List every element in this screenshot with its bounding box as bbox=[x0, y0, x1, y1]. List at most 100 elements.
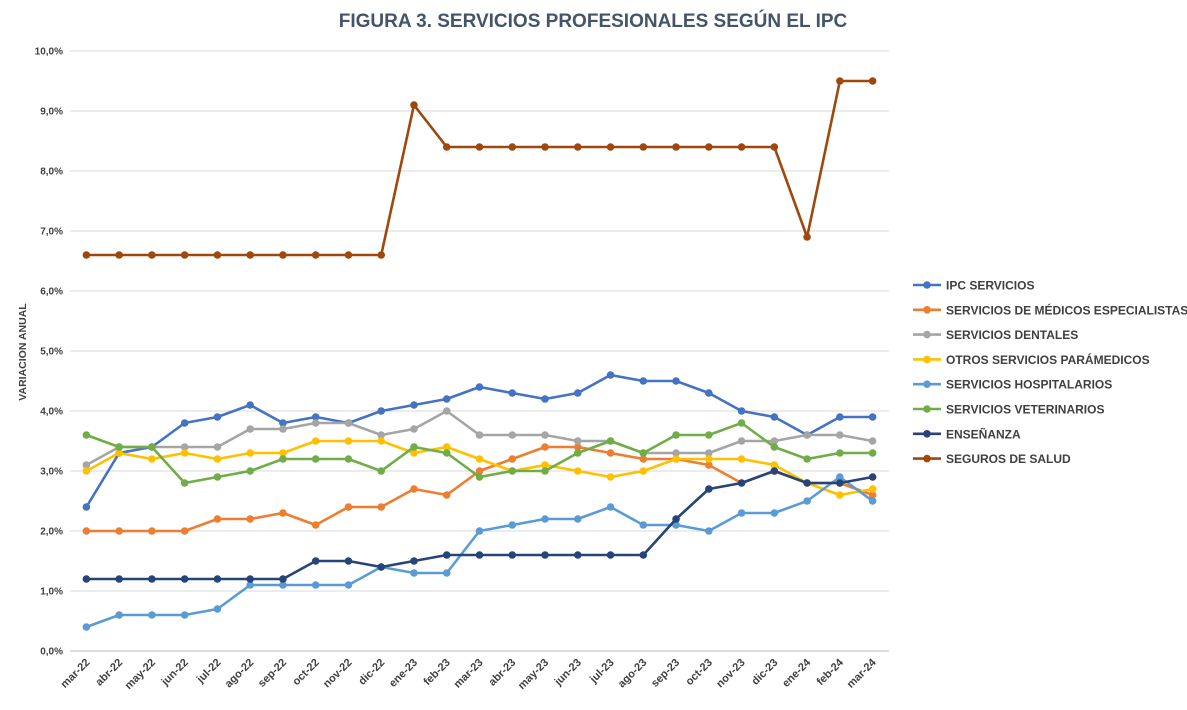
data-point bbox=[344, 419, 353, 427]
data-point bbox=[770, 443, 779, 451]
data-point bbox=[115, 449, 123, 457]
data-point bbox=[541, 515, 549, 523]
data-point bbox=[213, 575, 222, 583]
y-tick-label: 8,0% bbox=[40, 167, 63, 178]
data-point bbox=[868, 437, 877, 445]
data-point bbox=[573, 515, 582, 523]
legend-marker bbox=[923, 281, 931, 289]
data-point bbox=[82, 575, 91, 583]
data-point bbox=[639, 449, 648, 457]
y-tick-label: 3,0% bbox=[40, 467, 63, 478]
data-point bbox=[705, 389, 713, 397]
data-point bbox=[606, 437, 615, 445]
data-point bbox=[868, 77, 877, 85]
data-point bbox=[868, 497, 877, 505]
legend-marker bbox=[923, 405, 931, 413]
data-point bbox=[770, 461, 779, 469]
data-point bbox=[508, 521, 517, 529]
legend-marker bbox=[923, 355, 931, 364]
x-tick-label: ago-23 bbox=[616, 657, 650, 691]
data-point bbox=[344, 581, 353, 589]
data-point bbox=[868, 491, 877, 499]
data-point bbox=[410, 557, 418, 565]
legend-label: SERVICIOS HOSPITALARIOS bbox=[946, 378, 1112, 392]
chart-title: FIGURA 3. SERVICIOS PROFESIONALES SEGÚN … bbox=[339, 10, 848, 32]
series-group bbox=[82, 407, 877, 469]
x-tick-label: mar-23 bbox=[452, 657, 486, 691]
data-point bbox=[475, 143, 484, 151]
data-point bbox=[606, 449, 615, 457]
series-group bbox=[82, 467, 877, 583]
data-point bbox=[311, 581, 320, 589]
data-point bbox=[868, 413, 877, 421]
x-tick-label: jun-23 bbox=[552, 657, 584, 689]
data-point bbox=[639, 377, 648, 385]
data-point bbox=[803, 431, 811, 439]
data-point bbox=[672, 143, 680, 151]
data-point bbox=[410, 443, 418, 451]
data-point bbox=[311, 557, 320, 565]
legend-marker bbox=[923, 454, 931, 463]
data-point bbox=[410, 401, 418, 409]
data-point bbox=[672, 515, 680, 523]
data-point bbox=[311, 413, 320, 421]
data-point bbox=[803, 479, 811, 487]
data-point bbox=[737, 479, 746, 487]
data-point bbox=[639, 521, 648, 529]
data-point bbox=[475, 551, 484, 559]
data-point bbox=[475, 527, 484, 535]
data-point bbox=[442, 569, 451, 577]
x-tick-label: sep-22 bbox=[256, 657, 289, 690]
x-tick-label: jun-22 bbox=[159, 657, 191, 689]
data-point bbox=[180, 443, 189, 451]
data-point bbox=[279, 419, 287, 427]
data-point bbox=[475, 455, 484, 463]
data-point bbox=[377, 251, 386, 259]
data-point bbox=[442, 395, 451, 403]
data-point bbox=[508, 389, 517, 397]
data-point bbox=[442, 143, 451, 151]
data-point bbox=[410, 485, 418, 493]
data-point bbox=[115, 251, 123, 259]
x-tick-label: oct-23 bbox=[684, 657, 715, 688]
data-point bbox=[737, 419, 746, 427]
data-point bbox=[246, 401, 254, 409]
data-point bbox=[410, 425, 418, 433]
data-point bbox=[705, 485, 713, 493]
data-point bbox=[279, 449, 287, 457]
data-point bbox=[213, 473, 222, 481]
legend-label: IPC SERVICIOS bbox=[946, 279, 1034, 293]
x-tick-label: ene-24 bbox=[780, 656, 814, 690]
data-point bbox=[475, 383, 484, 391]
data-point bbox=[180, 575, 189, 583]
data-point bbox=[836, 479, 844, 487]
x-tick-label: may-23 bbox=[516, 657, 551, 692]
data-point bbox=[705, 527, 713, 535]
data-point bbox=[246, 449, 254, 457]
data-point bbox=[868, 485, 877, 493]
data-point bbox=[410, 101, 418, 109]
data-point bbox=[377, 563, 386, 571]
data-point bbox=[410, 569, 418, 577]
data-point bbox=[803, 233, 811, 241]
x-tick-label: feb-24 bbox=[815, 656, 847, 688]
data-point bbox=[573, 143, 582, 151]
y-tick-label: 7,0% bbox=[40, 227, 63, 238]
data-point bbox=[836, 413, 844, 421]
legend-marker bbox=[923, 306, 931, 314]
data-point bbox=[377, 467, 386, 475]
data-point bbox=[82, 623, 91, 631]
legend-label: SEGUROS DE SALUD bbox=[946, 452, 1071, 466]
y-axis-title: VARIACION ANUAL bbox=[17, 303, 29, 401]
data-point bbox=[508, 143, 517, 151]
data-point bbox=[82, 527, 91, 535]
data-point bbox=[213, 443, 222, 451]
x-tick-label: abr-23 bbox=[487, 657, 519, 689]
data-point bbox=[311, 251, 320, 259]
data-point bbox=[311, 437, 320, 445]
legend-label: SERVICIOS DE MÉDICOS ESPECIALISTAS bbox=[946, 302, 1187, 317]
data-point bbox=[442, 443, 451, 451]
y-tick-label: 5,0% bbox=[40, 347, 63, 358]
